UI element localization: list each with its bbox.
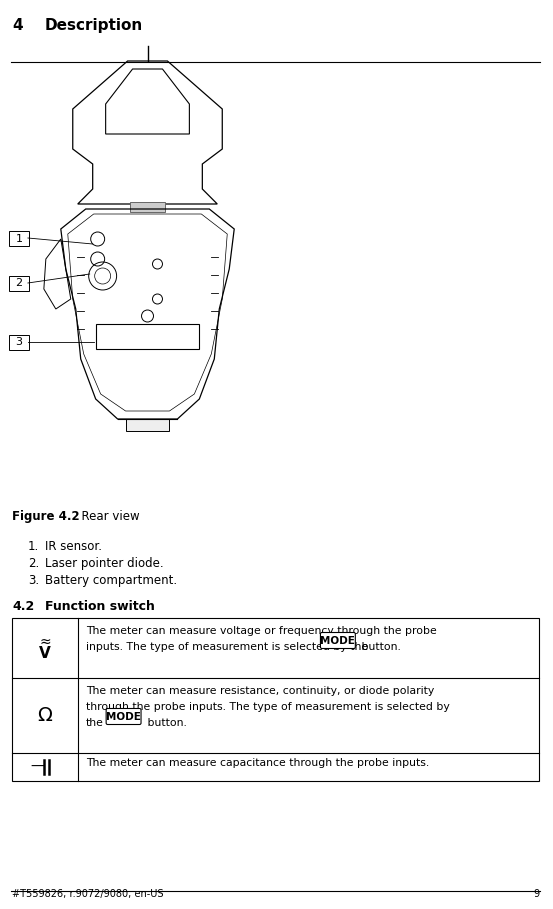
Text: Figure 4.2: Figure 4.2 xyxy=(12,510,80,523)
Text: MODE: MODE xyxy=(106,712,141,722)
Text: MODE: MODE xyxy=(320,635,356,645)
Text: 9: 9 xyxy=(533,889,539,899)
Text: Function switch: Function switch xyxy=(45,600,155,613)
Text: Battery compartment.: Battery compartment. xyxy=(45,574,177,587)
Text: The meter can measure resistance, continuity, or diode polarity: The meter can measure resistance, contin… xyxy=(86,686,434,696)
Text: inputs. The type of measurement is selected by the: inputs. The type of measurement is selec… xyxy=(86,642,368,652)
Text: button.: button. xyxy=(358,642,401,652)
FancyBboxPatch shape xyxy=(126,419,169,431)
Text: Description: Description xyxy=(45,18,143,33)
Text: Laser pointer diode.: Laser pointer diode. xyxy=(45,557,164,570)
Text: 1: 1 xyxy=(15,234,23,244)
FancyBboxPatch shape xyxy=(129,202,165,212)
Bar xyxy=(12,618,539,781)
Text: 4.2: 4.2 xyxy=(12,600,34,613)
Text: —: — xyxy=(30,760,44,774)
Text: button.: button. xyxy=(144,718,186,728)
Text: Rear view: Rear view xyxy=(74,510,139,523)
FancyBboxPatch shape xyxy=(9,276,29,291)
Text: 2.: 2. xyxy=(28,557,39,570)
FancyBboxPatch shape xyxy=(9,335,29,350)
Text: 3: 3 xyxy=(15,337,23,347)
Text: 1.: 1. xyxy=(28,540,39,553)
FancyBboxPatch shape xyxy=(106,708,141,724)
Text: 2: 2 xyxy=(15,278,23,288)
Text: 4: 4 xyxy=(12,18,23,33)
Text: IR sensor.: IR sensor. xyxy=(45,540,102,553)
Text: The meter can measure voltage or frequency through the probe: The meter can measure voltage or frequen… xyxy=(86,626,436,636)
Text: through the probe inputs. The type of measurement is selected by: through the probe inputs. The type of me… xyxy=(86,702,450,712)
Bar xyxy=(96,324,199,349)
Text: #T559826; r.9072/9080; en-US: #T559826; r.9072/9080; en-US xyxy=(12,889,164,899)
Text: the: the xyxy=(86,718,103,728)
Text: V: V xyxy=(39,645,51,661)
Text: ≈: ≈ xyxy=(39,635,51,649)
Text: 3.: 3. xyxy=(28,574,39,587)
Text: The meter can measure capacitance through the probe inputs.: The meter can measure capacitance throug… xyxy=(86,758,429,768)
FancyBboxPatch shape xyxy=(320,633,356,648)
Text: Ω: Ω xyxy=(38,706,53,725)
FancyBboxPatch shape xyxy=(9,231,29,246)
